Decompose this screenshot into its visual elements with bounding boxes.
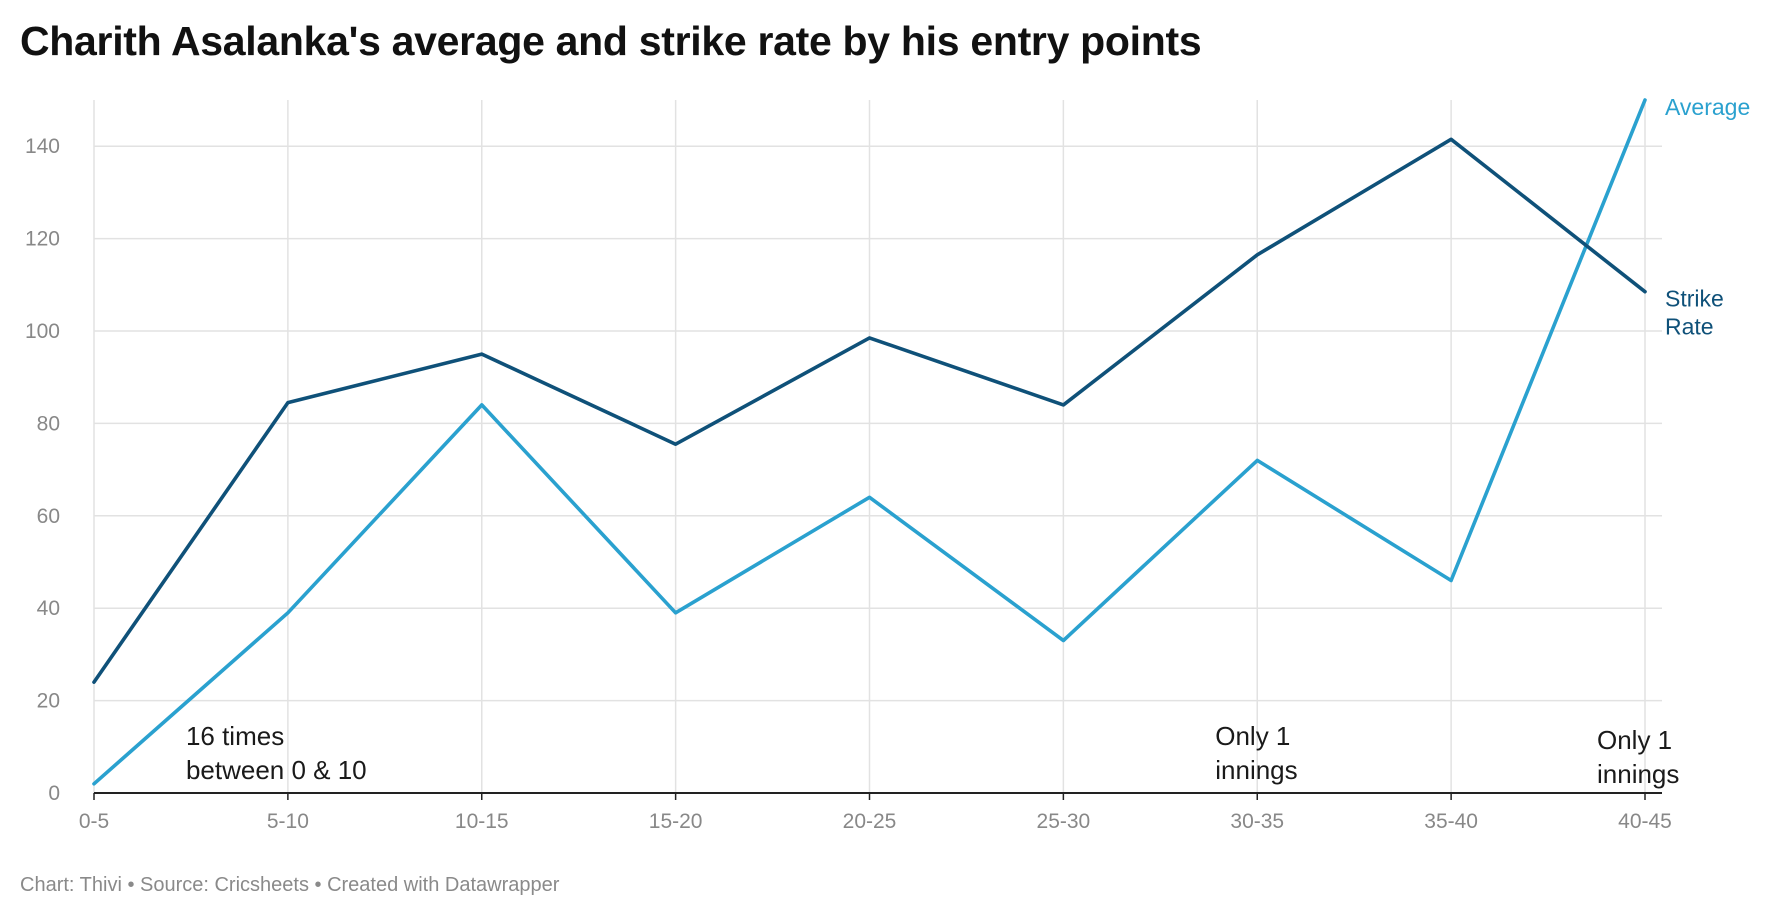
y-axis-ticks: 0 20 40 60 80 100 120 140 [25,135,60,805]
annotation-text: innings [1215,755,1297,785]
y-tick-label: 20 [37,690,60,713]
y-tick-label: 140 [25,135,60,158]
x-tick-label: 35-40 [1424,810,1478,833]
series-label-average: Average [1665,94,1750,120]
annotation-text: between 0 & 10 [186,755,367,785]
x-tick-label: 20-25 [843,810,897,833]
annotation-text: Only 1 [1215,721,1290,751]
y-tick-label: 40 [37,597,60,620]
annotation-text: Only 1 [1597,725,1672,755]
annotations: 16 times between 0 & 10 Only 1 innings Only … [186,721,1679,789]
y-tick-label: 60 [37,505,60,528]
y-tick-label: 80 [37,412,60,435]
series-line-average [92,98,1647,786]
series-lines [92,98,1647,786]
series-label-strike-rate: Rate [1665,314,1714,340]
y-tick-label: 120 [25,228,60,251]
y-tick-label: 0 [48,782,60,805]
annotation-text: 16 times [186,721,284,751]
x-tick-label: 5-10 [267,810,309,833]
x-tick-label: 10-15 [455,810,509,833]
x-tick-label: 40-45 [1618,810,1672,833]
x-tick-label: 25-30 [1037,810,1091,833]
gridlines [93,100,1662,794]
x-tick-label: 15-20 [649,810,703,833]
y-tick-label: 100 [25,320,60,343]
series-line-strike-rate [92,137,1647,684]
chart-footer: Chart: Thivi • Source: Cricsheets • Crea… [20,874,560,896]
x-tick-label: 30-35 [1230,810,1284,833]
x-axis-ticks: 0-5 5-10 10-15 15-20 20-25 25-30 30-35 35-40 40-… [79,793,1672,833]
x-tick-label: 0-5 [79,810,109,833]
chart-title: Charith Asalanka's average and strike ra… [20,18,1202,64]
series-label-strike-rate: Strike [1665,286,1724,312]
annotation-text: innings [1597,759,1679,789]
